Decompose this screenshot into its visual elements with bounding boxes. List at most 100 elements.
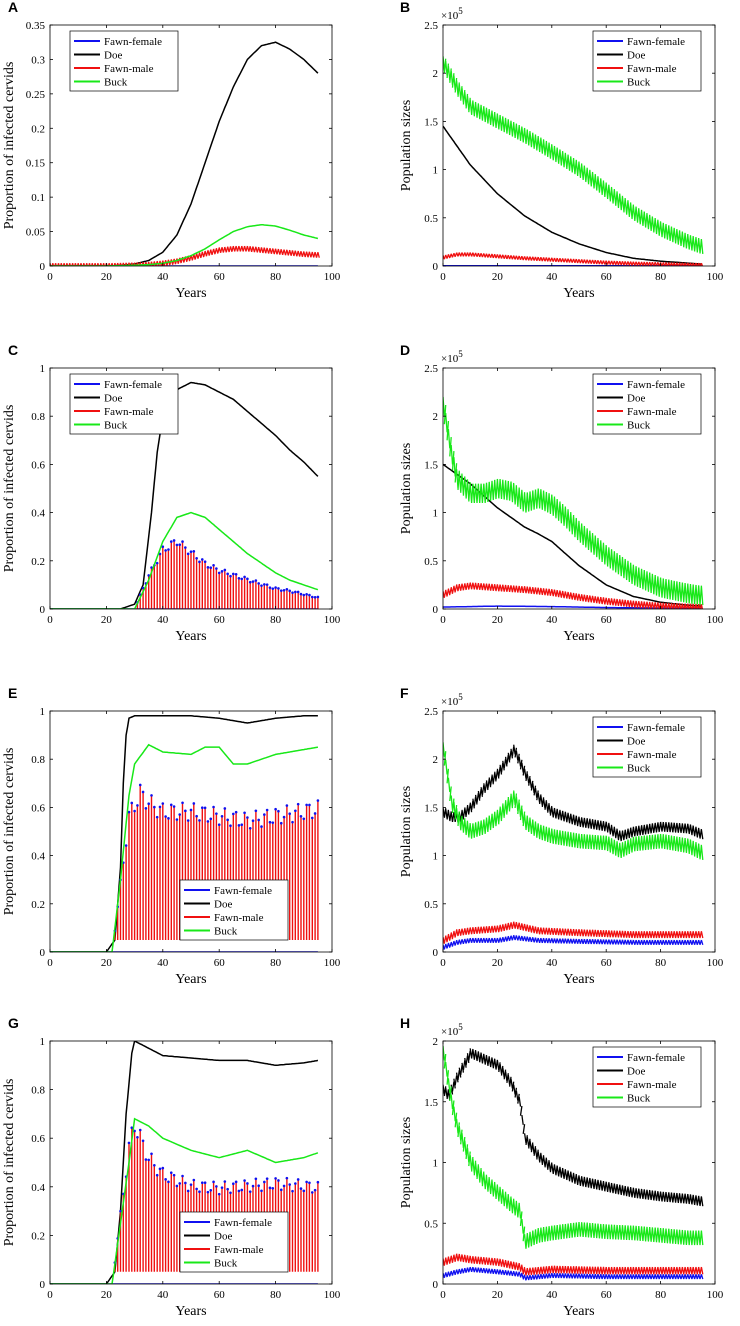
x-axis-label: Years bbox=[563, 1304, 594, 1319]
pulse-tip bbox=[212, 805, 215, 809]
y-axis-label: Population sizes bbox=[399, 443, 414, 534]
x-tick-label: 80 bbox=[270, 1289, 282, 1301]
pulse-tip bbox=[181, 801, 184, 805]
pulse-tip bbox=[279, 821, 283, 825]
pulse-tip bbox=[254, 809, 258, 813]
y-tick-label: 0.3 bbox=[31, 54, 45, 66]
x-tick-label: 40 bbox=[546, 1289, 558, 1301]
legend-label: Buck bbox=[627, 77, 651, 89]
pulse-tip bbox=[200, 558, 204, 561]
y-axis-label: Proportion of infected cervids bbox=[2, 748, 17, 916]
series-fawn-male-line bbox=[443, 252, 704, 266]
pulse-tip bbox=[288, 589, 292, 593]
y-tick-label: 1.5 bbox=[424, 1097, 438, 1109]
series-doe-line bbox=[50, 381, 319, 609]
x-tick-label: 100 bbox=[324, 271, 341, 283]
legend-label: Doe bbox=[627, 1066, 645, 1078]
pulse-tip bbox=[169, 1171, 173, 1175]
pulse-tip bbox=[232, 1182, 235, 1186]
pulse-tip bbox=[155, 1173, 159, 1177]
pulse-tip bbox=[189, 550, 193, 554]
plot-area bbox=[50, 381, 320, 609]
pulse-tip bbox=[200, 1181, 204, 1185]
pulse-tip bbox=[271, 821, 275, 824]
x-axis-label: Years bbox=[175, 972, 206, 987]
series-fawn-male-line bbox=[443, 921, 704, 944]
pulse-tip bbox=[127, 810, 131, 814]
series-doe bbox=[443, 744, 704, 842]
pulse-tip bbox=[138, 783, 142, 787]
pulse-tip bbox=[240, 577, 244, 581]
pulse-tip bbox=[246, 816, 249, 819]
pulse-tip bbox=[158, 805, 162, 809]
pulse-tip bbox=[229, 824, 232, 828]
series-doe-line bbox=[50, 715, 318, 952]
x-tick-label: 60 bbox=[214, 957, 226, 969]
series-buck-line bbox=[443, 742, 704, 860]
x-axis-label: Years bbox=[175, 1304, 206, 1319]
pulse-tip bbox=[310, 1191, 314, 1194]
panel-letter: H bbox=[400, 1015, 410, 1031]
x-axis-label: Years bbox=[563, 286, 594, 301]
pulse-tip bbox=[172, 1173, 176, 1177]
panel-letter: G bbox=[8, 1015, 19, 1031]
pulse-tip bbox=[296, 1178, 300, 1181]
pulse-tip bbox=[302, 593, 306, 597]
legend-label: Fawn-female bbox=[214, 1217, 272, 1229]
pulse-tip bbox=[184, 546, 187, 549]
y-tick-label: 2 bbox=[433, 411, 439, 423]
pulse-tip bbox=[212, 1180, 215, 1184]
plot-frame bbox=[442, 710, 716, 953]
y-tick-label: 0.4 bbox=[31, 851, 45, 863]
panel-letter: B bbox=[400, 0, 410, 15]
pulse-tip bbox=[178, 543, 182, 547]
x-axis-label: Years bbox=[563, 972, 594, 987]
y-exponent-base: ×10 bbox=[441, 353, 459, 365]
pulse-tip bbox=[192, 802, 196, 805]
pulse-tip bbox=[263, 813, 266, 816]
pulse-tip bbox=[172, 805, 176, 808]
pulse-tip bbox=[308, 1181, 311, 1185]
pulse-tip bbox=[243, 811, 246, 815]
legend-label: Fawn-female bbox=[627, 1052, 685, 1064]
pulse-tip bbox=[209, 817, 213, 821]
y-tick-label: 0 bbox=[433, 947, 439, 959]
x-tick-label: 100 bbox=[707, 957, 724, 969]
legend-label: Doe bbox=[104, 50, 122, 62]
y-tick-label: 1 bbox=[433, 165, 439, 177]
pulse-tip bbox=[274, 1177, 277, 1180]
pulse-tip bbox=[150, 1152, 153, 1156]
x-tick-label: 20 bbox=[492, 271, 504, 283]
series-buck bbox=[50, 743, 319, 952]
pulse-tip bbox=[164, 1178, 167, 1181]
pulse-tip bbox=[215, 812, 218, 815]
pulse-tip bbox=[299, 1187, 303, 1190]
y-tick-label: 2 bbox=[433, 754, 439, 766]
plot-area bbox=[443, 396, 704, 609]
pulse-tip bbox=[215, 1185, 218, 1188]
pulse-tip bbox=[310, 816, 314, 820]
series-buck bbox=[50, 511, 319, 609]
y-tick-label: 0.15 bbox=[26, 158, 46, 170]
y-axis-label: Proportion of infected cervids bbox=[2, 62, 17, 230]
pulse-tip bbox=[265, 1177, 269, 1180]
y-tick-label: 0.5 bbox=[424, 1218, 438, 1230]
y-tick-label: 0.5 bbox=[424, 556, 438, 568]
pulse-tip bbox=[291, 591, 294, 594]
pulse-tip bbox=[243, 1179, 246, 1182]
y-tick-label: 0.4 bbox=[31, 1182, 45, 1194]
panel-f: F 0 20 40 60 80 100 0 0.5 1 1.5 2 2.5×105 Years Popula… bbox=[399, 685, 724, 987]
legend-label: Fawn-female bbox=[627, 722, 685, 734]
series-fawn-male bbox=[443, 921, 704, 944]
panel-b: B 0 20 40 60 80 100 0 0.5 1 1.5 2 2.5×105 Years Popula… bbox=[399, 0, 724, 301]
y-tick-label: 0.6 bbox=[31, 1133, 45, 1145]
pulse-tip bbox=[240, 823, 244, 827]
pulse-tip bbox=[181, 1174, 184, 1178]
series-fawn-female-line bbox=[443, 1266, 704, 1281]
y-axis-label: Population sizes bbox=[399, 100, 414, 191]
x-axis-label: Years bbox=[175, 629, 206, 644]
x-tick-label: 40 bbox=[157, 614, 169, 626]
x-tick-label: 0 bbox=[47, 271, 53, 283]
pulse-tip bbox=[285, 587, 289, 591]
